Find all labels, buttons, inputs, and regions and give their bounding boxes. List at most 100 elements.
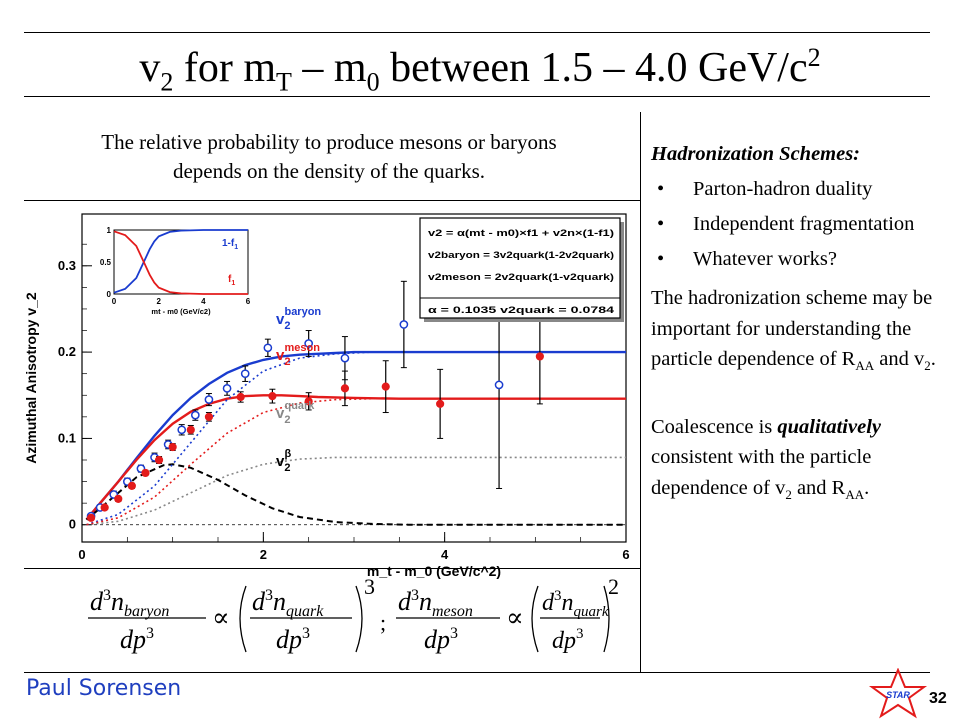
formula-box-line: v2baryon = 3v2quark(1-2v2quark) [428, 250, 614, 261]
formula-baryon-denominator: dp3 [120, 625, 154, 654]
data-point-meson [304, 397, 313, 406]
data-point-meson [127, 481, 136, 490]
data-point-meson [340, 384, 350, 393]
logo-text: STAR [886, 690, 910, 700]
formula-meson-numerator: d3nmeson [398, 587, 473, 620]
exponent-two: 2 [608, 574, 619, 599]
propto-symbol: ∝ [212, 603, 230, 632]
curve-meson-dotted [86, 397, 626, 526]
curve-v2-beta [85, 463, 626, 526]
propto-symbol: ∝ [506, 603, 524, 632]
label-v2-meson: v2meson [276, 342, 320, 368]
data-point-meson [381, 382, 390, 391]
star-logo-icon: STAR [868, 668, 928, 719]
label-v2-beta: v2β [276, 448, 291, 474]
data-point-baryon [204, 395, 214, 404]
x-tick-label: 4 [441, 547, 449, 562]
inset-x-tick-label: 2 [156, 297, 161, 306]
curve-v2-quark [86, 456, 626, 526]
right-paren [603, 585, 610, 653]
y-axis-label: Azimuthal Anisotropy v_2 [23, 292, 39, 464]
hadronization-panel: Hadronization Schemes: Parton-hadron dua… [651, 140, 951, 510]
x-tick-label: 0 [78, 547, 85, 562]
scheme-item: Parton-hadron duality [651, 176, 951, 203]
data-point-baryon [494, 380, 504, 390]
inset-x-tick-label: 6 [246, 297, 251, 306]
data-point-baryon [190, 410, 200, 420]
intro-rule [24, 200, 640, 201]
paragraph-importance: The hadronization scheme may be importan… [651, 287, 936, 374]
data-point-meson [268, 392, 277, 401]
intro-line-2: depends on the density of the quarks. [172, 159, 486, 183]
data-point-meson [186, 425, 195, 434]
y-tick-label: 0 [69, 517, 76, 532]
formula-box [419, 217, 621, 319]
inset-x-tick-label: 0 [112, 297, 117, 306]
x-axis-label: m_t - m_0 (GeV/c^2) [367, 563, 501, 579]
right-paren [355, 585, 363, 653]
data-point-meson [436, 399, 445, 408]
formula-box-line: v2meson = 2v2quark(1-v2quark) [428, 272, 614, 283]
data-point-baryon [177, 425, 187, 435]
left-paren [239, 585, 247, 653]
inset-x-tick-label: 4 [201, 297, 206, 306]
data-point-meson [154, 455, 164, 465]
data-point-baryon [304, 339, 314, 348]
paragraph-coalescence: Coalescence is qualitatively consistent … [651, 415, 881, 502]
inset-frame [113, 229, 249, 295]
scheme-item: Independent fragmentation [651, 211, 951, 238]
y-tick-label: 0.3 [58, 258, 76, 273]
data-point-meson [168, 442, 177, 452]
scheme-list: Parton-hadron duality Independent fragme… [651, 176, 951, 273]
column-divider [640, 112, 641, 672]
scheme-item: Whatever works? [651, 246, 951, 273]
data-point-baryon [240, 369, 250, 379]
exponent-three: 3 [364, 574, 375, 599]
intro-text: The relative probability to produce meso… [24, 128, 634, 186]
data-point-meson [204, 412, 214, 421]
data-point-meson [114, 494, 123, 503]
inset-curve-1-f1 [113, 229, 248, 294]
formula-box-line: α = 0.1035 v2quark = 0.0784 [428, 305, 615, 316]
formula-box-line: v2 = α(mt - m0)×f1 + v2n×(1-f1) [428, 228, 614, 239]
label-v2-baryon: v2baryon [276, 306, 321, 332]
title-rule [24, 96, 930, 97]
page-number: 32 [929, 690, 947, 707]
data-point-meson [100, 503, 109, 512]
data-point-baryon [399, 320, 409, 329]
data-point-meson [535, 352, 544, 361]
data-point-meson [236, 392, 245, 402]
inset-y-tick-label: 1 [107, 226, 112, 235]
curve-v2-baryon [85, 350, 626, 521]
formula-quark-denominator: dp3 [276, 625, 310, 654]
formula-baryon-numerator: d3nbaryon [90, 587, 169, 620]
inset-label-1-f1: 1-f1 [222, 238, 238, 251]
panel-heading: Hadronization Schemes: [651, 143, 861, 165]
y-tick-label: 0.2 [58, 344, 76, 359]
x-tick-label: 6 [622, 547, 629, 562]
coalescence-formula: d3nbaryon dp3 ∝ d3nquark dp3 3 ; d3nmeso… [88, 574, 619, 654]
page-title: v2 for mT – m0 between 1.5 – 4.0 GeV/c2 [139, 43, 821, 97]
y-tick-label: 0.1 [58, 430, 76, 445]
inset-y-tick-label: 0.5 [100, 258, 112, 267]
inset-x-axis-label: mt - m0 (GeV/c2) [151, 307, 211, 316]
formula-meson-denominator: dp3 [424, 625, 458, 654]
label-v2-quark: v2quark [276, 400, 315, 426]
formula-quark-numerator: d3nquark [252, 587, 324, 620]
separator: ; [380, 610, 386, 635]
data-point-meson [86, 513, 96, 522]
inset-label-f1: f1 [228, 274, 235, 287]
author-name: Paul Sorensen [26, 676, 182, 701]
inset-y-tick-label: 0 [107, 290, 112, 299]
top-rule [24, 32, 930, 33]
formula-rule [24, 568, 640, 569]
left-paren [531, 585, 539, 653]
x-tick-label: 2 [260, 547, 267, 562]
inset-curve-f1 [113, 230, 248, 295]
curve-baryon-dotted [86, 351, 626, 526]
formula-quark-numerator: d3nquark [542, 588, 609, 620]
bottom-rule [24, 672, 930, 673]
data-point-baryon [222, 384, 232, 393]
formula-quark-denominator: dp3 [552, 626, 584, 654]
